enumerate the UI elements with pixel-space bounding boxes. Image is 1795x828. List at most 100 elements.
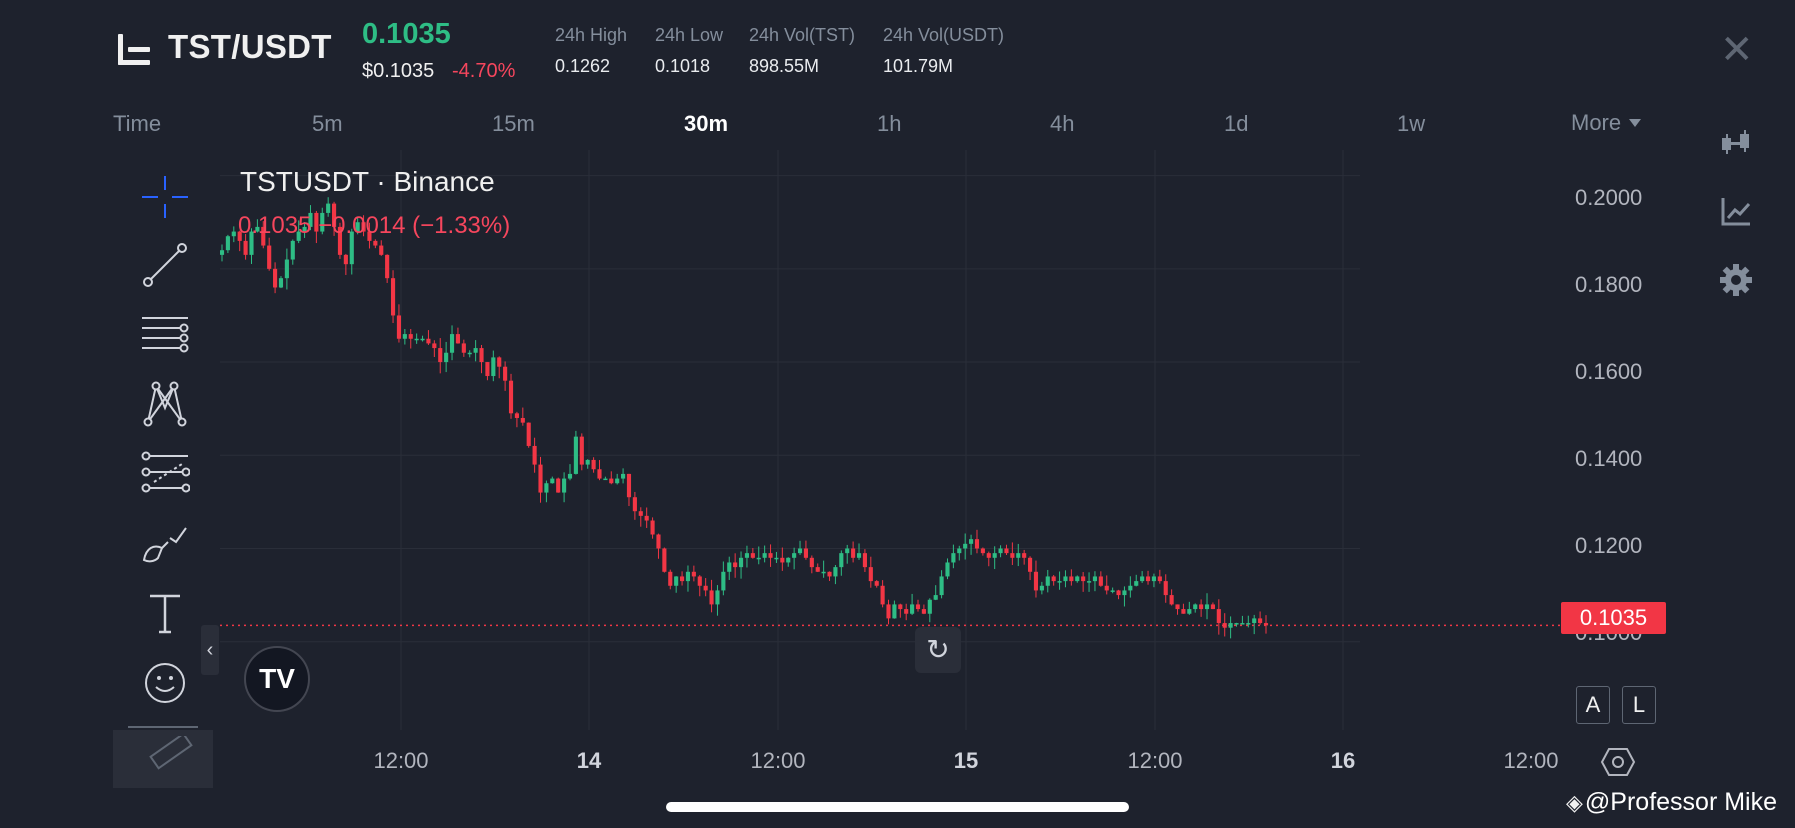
candle-body (284, 259, 289, 279)
candle-body (567, 473, 573, 479)
candle-body (963, 543, 968, 549)
candle-body (562, 478, 567, 493)
candle-body (780, 557, 785, 563)
interval-5m[interactable]: 5m (312, 111, 343, 136)
candles (220, 197, 1269, 639)
interval-1d[interactable]: 1d (1224, 111, 1249, 136)
price-chart[interactable] (220, 150, 1560, 730)
candle-body (1022, 553, 1027, 558)
settings-icon[interactable] (1718, 262, 1754, 298)
candle-body (1081, 576, 1086, 582)
candle-body (674, 576, 679, 586)
home-indicator (666, 802, 1129, 812)
interval-time[interactable]: Time (113, 111, 162, 136)
candle-body (733, 562, 738, 568)
fib-icon[interactable] (140, 448, 191, 498)
candle-body (945, 562, 950, 577)
candle-body (880, 585, 885, 605)
interval-1h[interactable]: 1h (877, 111, 902, 136)
candle-body (508, 380, 514, 414)
candle-body (1122, 590, 1127, 596)
candle-body (1098, 576, 1103, 586)
candle-body (709, 590, 714, 605)
reset-chart-button[interactable]: ↻ (915, 627, 961, 673)
candle-body (308, 212, 313, 227)
brush-icon[interactable] (140, 520, 190, 570)
candle-body (1110, 590, 1115, 592)
candle-body (1263, 623, 1269, 626)
candle-body (1204, 604, 1210, 610)
chart-grid (220, 150, 1360, 730)
candle-body (762, 553, 767, 558)
candle-body (385, 254, 390, 279)
candle-body (591, 459, 596, 470)
candle-body (261, 226, 266, 246)
candle-body (349, 231, 354, 265)
tradingview-logo[interactable]: TV (244, 646, 310, 712)
candle-body (898, 604, 903, 610)
stat-24h-high: 24h High 0.1262 (555, 25, 628, 76)
candle-body (874, 581, 879, 586)
trend-line-icon[interactable] (140, 240, 190, 290)
candle-body (455, 334, 460, 344)
interval-1w[interactable]: 1w (1397, 111, 1426, 136)
candle-body (691, 571, 696, 577)
candle-body (1222, 623, 1227, 628)
candle-body (225, 236, 230, 251)
chart-settings-icon[interactable] (1600, 747, 1636, 777)
candle-body (449, 334, 455, 353)
candle-body (1010, 553, 1015, 558)
candle-body (833, 567, 838, 577)
candle-body (231, 231, 236, 237)
log-scale-button[interactable]: L (1622, 686, 1656, 724)
interval-30m[interactable]: 30m (684, 111, 729, 136)
stat-24h-vol-tst: 24h Vol(TST) 898.55M (749, 25, 856, 76)
candle-body (379, 245, 384, 255)
candle-body (957, 548, 962, 554)
candle-body (727, 562, 732, 572)
ruler-tool[interactable] (113, 730, 213, 788)
horizontal-lines-icon[interactable] (140, 310, 190, 360)
candle-body (644, 515, 649, 521)
candle-body (650, 520, 655, 535)
crosshair-icon[interactable] (140, 172, 190, 222)
candle-body (1258, 618, 1263, 624)
emoji-icon[interactable] (140, 658, 190, 708)
candle-body (314, 212, 319, 232)
auto-scale-button[interactable]: A (1576, 686, 1610, 724)
candle-body (538, 464, 543, 493)
candle-body (951, 553, 956, 563)
candle-body (467, 352, 472, 355)
candle-body (768, 553, 773, 558)
candle-body (1033, 571, 1039, 591)
candle-body (1045, 576, 1050, 586)
x-tick: 12:00 (1127, 748, 1183, 773)
interval-15m[interactable]: 15m (492, 111, 535, 136)
candle-body (933, 595, 938, 600)
candle-body (969, 539, 974, 544)
candle-body (390, 278, 396, 316)
pattern-icon[interactable] (140, 378, 190, 428)
pair-title[interactable]: TST/USDT (168, 28, 332, 65)
candle-body (1234, 623, 1239, 625)
collapse-toolbar-button[interactable]: ‹ (201, 625, 219, 675)
candle-body (556, 478, 561, 493)
interval-4h[interactable]: 4h (1050, 111, 1075, 136)
interval-more[interactable]: More (1571, 110, 1642, 136)
candle-body (615, 478, 620, 484)
candle-body (1069, 576, 1074, 582)
candle-body (1187, 609, 1192, 614)
close-icon[interactable]: ✕ (1720, 28, 1754, 72)
candlestick-icon[interactable] (1718, 126, 1754, 162)
candle-body (974, 539, 980, 549)
text-icon[interactable] (140, 588, 190, 638)
candle-body (1063, 576, 1068, 582)
indicator-icon[interactable] (1718, 194, 1754, 230)
candle-body (986, 553, 991, 558)
candle-body (697, 576, 702, 586)
candle-body (396, 315, 402, 339)
usd-price: $0.1035 (362, 60, 435, 82)
menu-icon[interactable] (118, 34, 152, 66)
candle-body (1145, 576, 1151, 582)
x-tick: 12:00 (1503, 748, 1559, 773)
